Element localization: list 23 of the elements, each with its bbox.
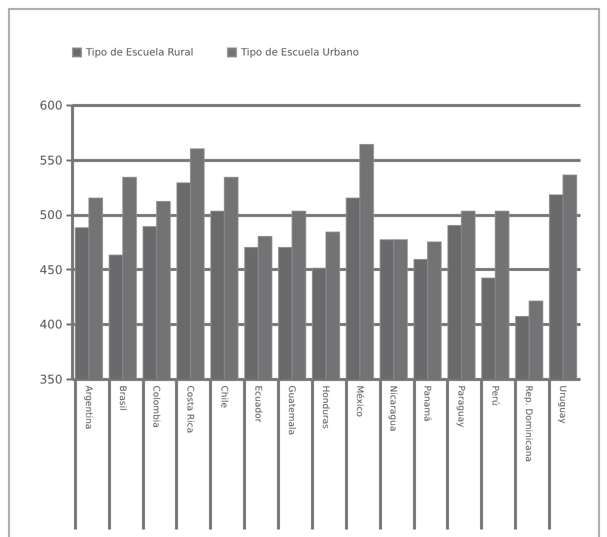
- y-tick-label: 400: [40, 318, 62, 332]
- x-tick-label: Chile: [218, 386, 228, 408]
- x-tick-label: Costa Rica: [184, 386, 195, 434]
- x-tick-label: Honduras: [320, 386, 330, 430]
- x-tick-label: Ecuador: [252, 386, 262, 423]
- y-tick-label: 500: [40, 208, 62, 222]
- legend-label: Tipo de Escuela Rural: [85, 47, 194, 58]
- y-tick-label: 450: [40, 262, 62, 277]
- x-tick-label: Guatemala: [286, 386, 296, 436]
- x-tick-label: Brasil: [116, 386, 127, 411]
- x-tick-label: Paraguay: [455, 386, 466, 428]
- y-tick-label: 350: [40, 372, 62, 386]
- x-tick-label: Perú: [489, 386, 500, 406]
- y-tick-label: 550: [40, 153, 62, 168]
- x-tick-label: Argentina: [82, 386, 93, 430]
- x-tick-label: México: [354, 386, 365, 418]
- x-tick-label: Colombia: [150, 386, 161, 428]
- x-tick-label: Nicaragua: [388, 386, 398, 432]
- y-tick-label: 600: [40, 98, 62, 112]
- x-tick-label: Uruguay: [557, 386, 568, 424]
- x-tick-label: Panamá: [422, 386, 433, 422]
- x-tick-label: Rep. Dominicana: [523, 386, 534, 462]
- legend-label: Tipo de Escuela Urbano: [240, 47, 359, 58]
